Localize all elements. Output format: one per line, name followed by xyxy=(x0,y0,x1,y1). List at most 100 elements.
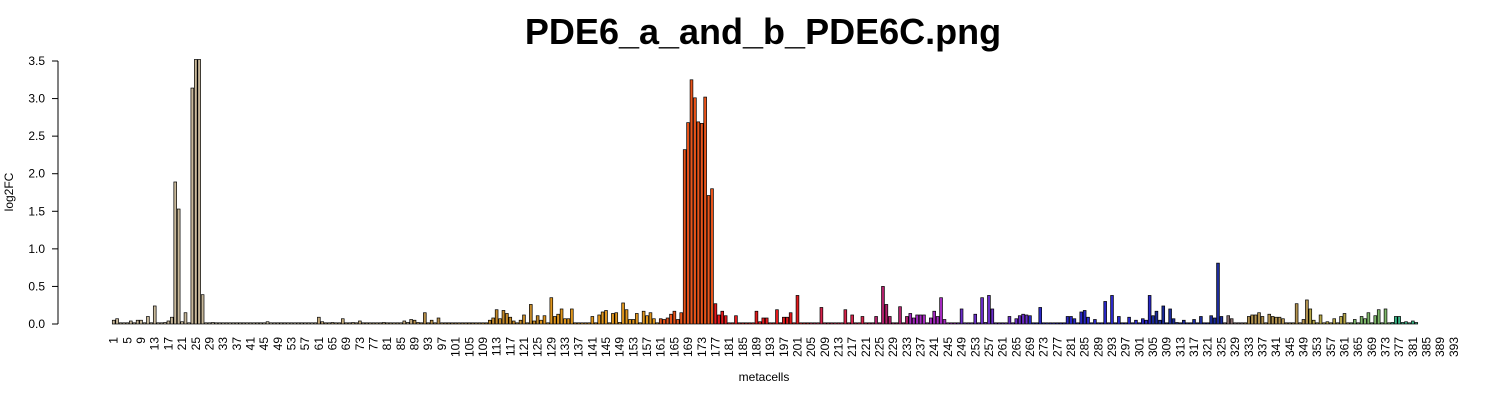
x-tick-label: 385 xyxy=(1420,337,1434,357)
bar xyxy=(607,322,612,325)
bar xyxy=(1394,316,1398,325)
x-tick-label: 393 xyxy=(1447,337,1461,357)
bar xyxy=(932,310,936,325)
bar xyxy=(429,319,434,325)
bar xyxy=(1291,322,1295,325)
x-tick-label: 333 xyxy=(1242,337,1256,357)
bar xyxy=(888,316,892,325)
bar xyxy=(453,322,458,325)
bar xyxy=(289,322,294,325)
bar xyxy=(959,308,964,325)
bars-group xyxy=(111,59,1419,325)
x-tick-label: 389 xyxy=(1433,337,1447,357)
x-tick-label: 1 xyxy=(107,337,121,344)
bar xyxy=(836,322,841,325)
bar xyxy=(819,307,824,325)
bar xyxy=(570,308,574,325)
bar xyxy=(1383,308,1388,325)
bar xyxy=(686,122,690,325)
bar xyxy=(293,322,297,325)
bar xyxy=(802,322,807,325)
bar xyxy=(966,322,971,325)
bar xyxy=(433,322,437,325)
bar xyxy=(1322,322,1326,325)
bar xyxy=(224,322,229,325)
bar xyxy=(1308,308,1313,325)
bar xyxy=(717,314,721,325)
bar xyxy=(734,315,738,325)
bar xyxy=(1366,312,1371,325)
bar xyxy=(279,322,283,325)
x-tick-label: 277 xyxy=(1050,337,1064,357)
bar xyxy=(730,322,735,325)
bar xyxy=(706,195,711,325)
bar xyxy=(720,310,725,325)
y-axis: 0.0 0.5 1.0 1.5 2.0 2.5 3.0 3.5 xyxy=(28,54,59,331)
bar xyxy=(812,322,817,325)
bar xyxy=(1202,322,1207,325)
bar xyxy=(1223,322,1227,325)
bar xyxy=(1380,322,1384,325)
bar xyxy=(375,322,379,325)
bar xyxy=(669,313,673,325)
bar xyxy=(1233,322,1237,325)
bar xyxy=(265,321,270,325)
x-tick-label: 33 xyxy=(216,337,230,351)
bar xyxy=(652,318,656,325)
bar xyxy=(1339,316,1343,325)
x-tick-label: 273 xyxy=(1037,337,1051,357)
bar xyxy=(142,322,147,325)
y-tick-label: 1.0 xyxy=(28,242,45,256)
bar xyxy=(118,322,123,325)
bar xyxy=(426,322,430,325)
x-tick-label: 137 xyxy=(572,337,586,357)
bar xyxy=(843,309,848,325)
x-tick-label: 345 xyxy=(1283,337,1297,357)
x-tick-label: 253 xyxy=(968,337,982,357)
bar xyxy=(286,322,290,325)
bar xyxy=(1144,319,1148,325)
x-tick-label: 189 xyxy=(749,337,763,357)
x-tick-label: 265 xyxy=(1009,337,1023,357)
x-tick-label: 97 xyxy=(435,337,449,351)
bar xyxy=(583,322,588,325)
bar xyxy=(194,59,198,325)
bar xyxy=(467,322,472,325)
x-tick-label: 25 xyxy=(189,337,203,351)
bar xyxy=(488,319,492,325)
bar xyxy=(994,322,998,325)
x-tick-label: 297 xyxy=(1119,337,1133,357)
bar xyxy=(662,319,666,325)
bar xyxy=(204,322,208,325)
bar xyxy=(1315,322,1319,325)
x-axis-label: metacells xyxy=(739,370,790,384)
bar xyxy=(1284,322,1289,325)
x-tick-label: 285 xyxy=(1078,337,1092,357)
x-tick-label: 165 xyxy=(667,337,681,357)
bar xyxy=(1352,319,1357,325)
bar xyxy=(997,322,1001,325)
bar xyxy=(187,322,191,325)
x-tick-label: 169 xyxy=(681,337,695,357)
x-tick-label: 105 xyxy=(462,337,476,357)
y-tick-label: 2.5 xyxy=(28,129,45,143)
bar xyxy=(248,322,253,325)
x-tick-label: 201 xyxy=(790,337,804,357)
bar xyxy=(1335,322,1340,325)
bar xyxy=(299,322,304,325)
bar xyxy=(631,319,636,325)
bar xyxy=(963,322,967,325)
bar xyxy=(590,316,595,325)
bar xyxy=(1226,315,1230,325)
bar xyxy=(594,322,598,325)
x-tick-label: 73 xyxy=(353,337,367,351)
bar xyxy=(405,322,410,325)
bar xyxy=(388,322,393,325)
bar xyxy=(638,322,642,325)
bar xyxy=(761,317,766,325)
bar xyxy=(723,315,728,325)
bar xyxy=(891,322,895,325)
bar xyxy=(423,312,427,325)
x-tick-label: 325 xyxy=(1214,337,1228,357)
bar xyxy=(1370,322,1374,325)
